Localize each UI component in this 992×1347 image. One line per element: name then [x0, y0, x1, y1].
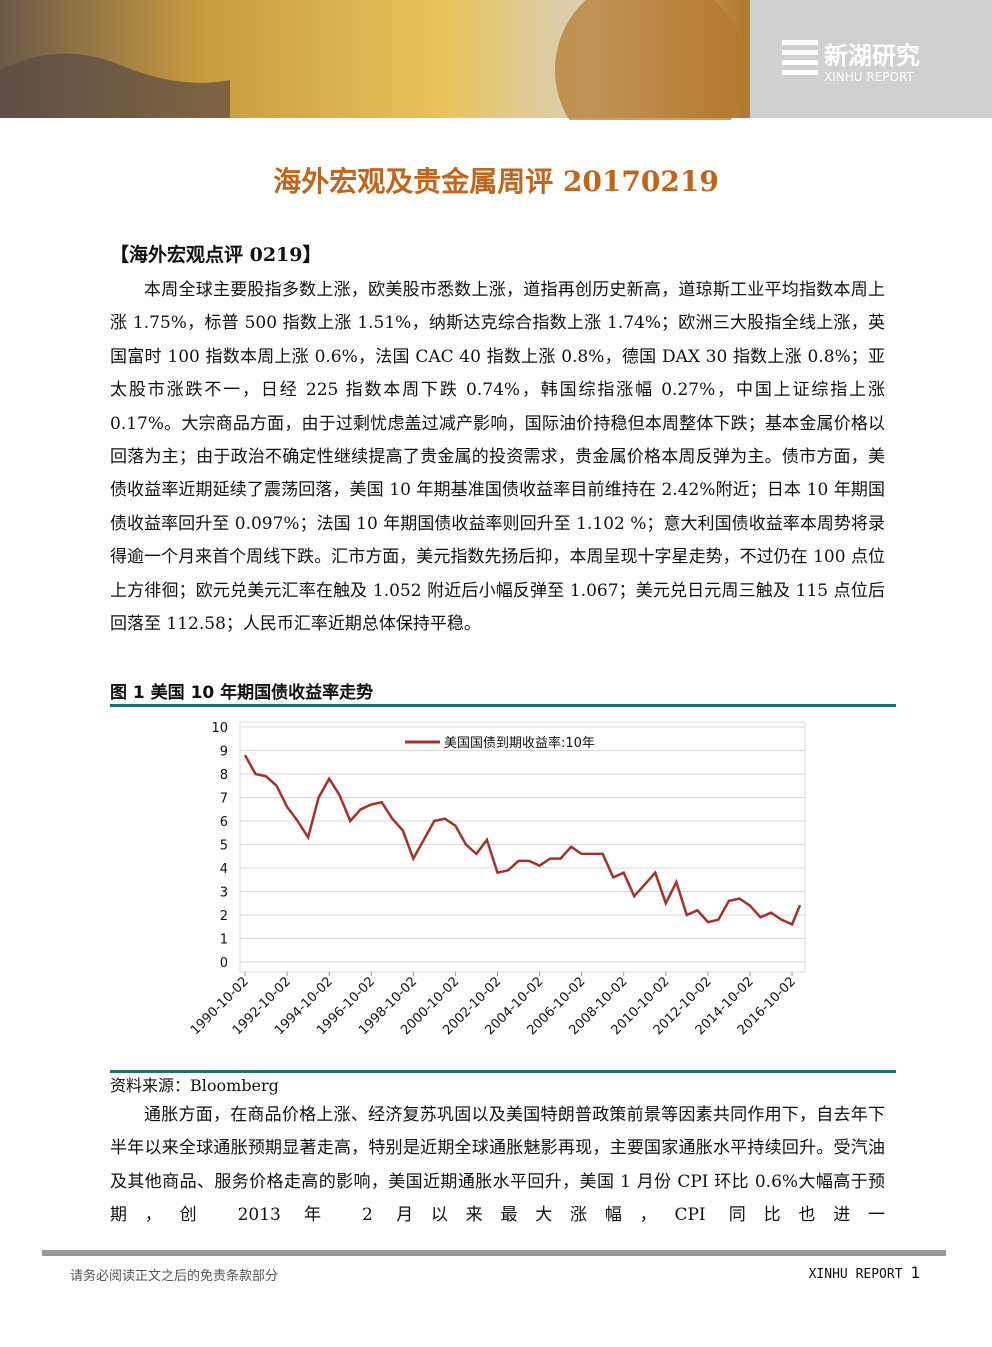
- section-heading: 【海外宏观点评 0219】: [110, 244, 322, 266]
- y-tick-label: 0: [220, 956, 228, 971]
- rule: [110, 704, 896, 707]
- footer-disclaimer: 请务必阅读正文之后的免责条款部分: [70, 1269, 279, 1284]
- y-tick-label: 8: [220, 768, 228, 783]
- paragraph: 通胀方面，在商品价格上涨、经济复苏巩固以及美国特朗普政策前景等因素共同作用下，自…: [110, 1105, 885, 1226]
- y-tick-label: 2: [220, 909, 228, 924]
- rule: [110, 1070, 896, 1073]
- y-tick-label: 10: [211, 721, 228, 736]
- page-number: 1: [910, 1263, 920, 1282]
- plot-frame: [239, 721, 806, 973]
- doc-title: 海外宏观及贵金属周评 20170219: [273, 165, 719, 198]
- y-tick-label: 7: [220, 792, 228, 807]
- footer-rule: [42, 1250, 946, 1256]
- source: 资料来源：Bloomberg: [110, 1076, 279, 1095]
- logo-cn: 新湖研究: [824, 42, 920, 70]
- figure-caption: 图 1 美国 10 年期国债收益率走势: [110, 683, 374, 703]
- y-tick-label: 5: [220, 839, 228, 854]
- logo-en: XINHU REPORT: [824, 70, 914, 84]
- y-tick-label: 1: [220, 933, 228, 948]
- y-tick-label: 3: [220, 886, 228, 901]
- legend-label: 美国国债到期收益率:10年: [444, 735, 595, 751]
- paragraph: 本周全球主要股指多数上涨，欧美股市悉数上涨，道指再创历史新高，道琼斯工业平均指数…: [110, 280, 885, 635]
- y-tick-label: 9: [220, 745, 228, 760]
- brand: XINHU REPORT: [808, 1267, 903, 1282]
- y-tick-label: 6: [220, 815, 228, 830]
- chart: 0123456789101990-10-021992-10-021994-10-…: [188, 721, 806, 1038]
- header-banner: 新湖研究 XINHU REPORT: [0, 0, 992, 120]
- line-series: [243, 754, 802, 927]
- y-tick-label: 4: [220, 862, 228, 877]
- footer-brand: XINHU REPORT 1: [809, 1263, 920, 1282]
